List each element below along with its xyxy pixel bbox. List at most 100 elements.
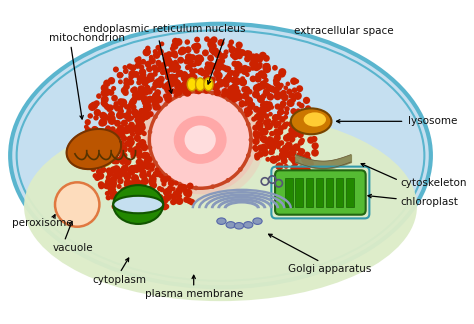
Circle shape (152, 97, 158, 103)
Circle shape (136, 148, 142, 155)
Circle shape (311, 136, 318, 142)
Circle shape (163, 196, 168, 201)
Circle shape (155, 78, 162, 84)
Circle shape (179, 47, 187, 55)
Circle shape (277, 125, 284, 132)
Ellipse shape (77, 158, 110, 168)
Circle shape (147, 66, 152, 71)
Circle shape (185, 46, 191, 53)
Circle shape (277, 110, 283, 116)
Circle shape (241, 68, 248, 75)
Circle shape (221, 64, 227, 71)
Circle shape (225, 91, 230, 96)
Circle shape (247, 105, 253, 111)
Polygon shape (66, 129, 121, 169)
Circle shape (130, 127, 136, 133)
Circle shape (111, 183, 117, 189)
Circle shape (254, 114, 261, 121)
Circle shape (163, 189, 170, 196)
Circle shape (261, 101, 266, 106)
Circle shape (290, 77, 298, 85)
Circle shape (122, 112, 129, 119)
Circle shape (254, 53, 260, 59)
Bar (285, 178, 292, 207)
Ellipse shape (226, 222, 235, 228)
Circle shape (139, 76, 147, 84)
Circle shape (221, 92, 227, 98)
Circle shape (202, 50, 209, 56)
Circle shape (128, 79, 134, 85)
Circle shape (140, 72, 146, 78)
Circle shape (95, 150, 100, 155)
Circle shape (143, 113, 148, 119)
Circle shape (122, 89, 129, 96)
Circle shape (261, 145, 268, 152)
Circle shape (178, 49, 184, 55)
Circle shape (137, 120, 143, 126)
Ellipse shape (196, 78, 205, 91)
Circle shape (139, 185, 145, 191)
Circle shape (149, 197, 156, 204)
Circle shape (239, 78, 247, 87)
Circle shape (173, 190, 180, 198)
Circle shape (203, 88, 209, 94)
Circle shape (299, 148, 305, 155)
Circle shape (185, 191, 192, 198)
Circle shape (114, 143, 121, 150)
Circle shape (202, 76, 208, 82)
Circle shape (136, 142, 143, 149)
Circle shape (272, 120, 277, 125)
Circle shape (137, 153, 142, 159)
Circle shape (158, 194, 163, 199)
Circle shape (264, 63, 271, 70)
Circle shape (166, 57, 172, 63)
Circle shape (111, 142, 118, 149)
Circle shape (205, 61, 210, 67)
Circle shape (102, 136, 108, 143)
Circle shape (146, 66, 153, 72)
Circle shape (151, 85, 156, 91)
Circle shape (272, 87, 279, 94)
Circle shape (142, 176, 147, 181)
Circle shape (254, 152, 261, 159)
Circle shape (124, 104, 129, 110)
Circle shape (141, 79, 149, 87)
Circle shape (226, 91, 233, 99)
Circle shape (165, 175, 172, 182)
Circle shape (150, 197, 158, 205)
Circle shape (176, 197, 183, 205)
Bar (346, 178, 354, 207)
Circle shape (311, 122, 316, 127)
Circle shape (116, 111, 124, 120)
Circle shape (143, 105, 151, 113)
Circle shape (266, 118, 271, 123)
Circle shape (119, 149, 124, 154)
Circle shape (177, 57, 184, 64)
Circle shape (95, 150, 100, 156)
Circle shape (177, 182, 182, 186)
Circle shape (136, 80, 142, 85)
Circle shape (159, 41, 164, 46)
Circle shape (302, 166, 311, 174)
Circle shape (297, 126, 302, 131)
Circle shape (301, 156, 309, 163)
Circle shape (119, 98, 127, 107)
Circle shape (178, 48, 185, 55)
Circle shape (264, 83, 270, 89)
Circle shape (209, 56, 214, 62)
Circle shape (148, 179, 154, 184)
Circle shape (89, 140, 96, 147)
Circle shape (141, 152, 147, 159)
Circle shape (137, 116, 145, 123)
Circle shape (116, 132, 123, 139)
Circle shape (242, 67, 248, 72)
Circle shape (288, 145, 294, 151)
Circle shape (267, 93, 274, 100)
Circle shape (214, 89, 221, 96)
Circle shape (256, 64, 262, 70)
Circle shape (284, 110, 289, 115)
Circle shape (113, 101, 119, 107)
Circle shape (237, 67, 243, 74)
Circle shape (153, 207, 158, 212)
Circle shape (141, 109, 146, 114)
